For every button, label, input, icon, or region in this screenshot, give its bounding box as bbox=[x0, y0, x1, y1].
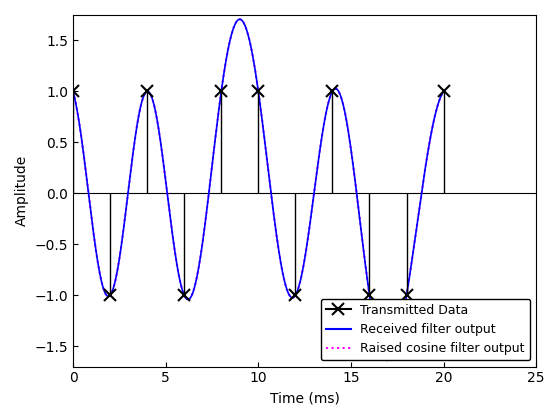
Y-axis label: Amplitude: Amplitude bbox=[15, 155, 29, 226]
X-axis label: Time (ms): Time (ms) bbox=[270, 391, 339, 405]
Legend: Transmitted Data, Received filter output, Raised cosine filter output: Transmitted Data, Received filter output… bbox=[320, 299, 530, 360]
